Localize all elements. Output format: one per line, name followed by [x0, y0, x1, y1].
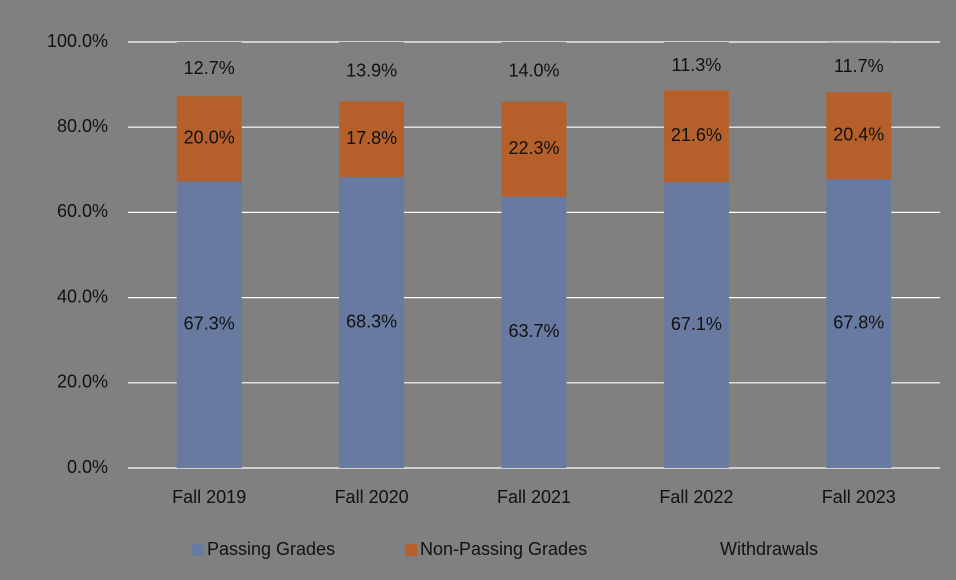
bar-segment — [826, 179, 892, 468]
data-label: 11.7% — [834, 56, 884, 76]
bar-segment — [663, 90, 729, 183]
data-label: 11.3% — [672, 55, 722, 75]
bar-segment — [176, 181, 242, 468]
legend-swatch — [405, 544, 417, 556]
bar-segment — [826, 42, 892, 93]
bar-segment — [663, 182, 729, 469]
legend-swatch — [192, 544, 204, 556]
bar-segment — [501, 42, 567, 102]
data-label: 20.0% — [184, 127, 235, 147]
legend-label: Passing Grades — [207, 539, 335, 559]
data-label: 17.8% — [346, 128, 397, 148]
bar-segment — [663, 42, 729, 91]
bar-segment — [501, 196, 567, 468]
y-tick-label: 80.0% — [57, 116, 108, 136]
data-label: 21.6% — [671, 125, 722, 145]
bar-segment — [339, 177, 405, 469]
data-label: 63.7% — [508, 321, 559, 341]
data-label: 14.0% — [508, 61, 559, 81]
data-label: 12.7% — [184, 58, 235, 78]
y-tick-label: 100.0% — [47, 31, 108, 51]
bar-segment — [339, 101, 405, 178]
legend-label: Withdrawals — [720, 539, 818, 559]
data-label: 68.3% — [346, 311, 397, 331]
x-tick-label: Fall 2022 — [659, 487, 733, 507]
data-label: 67.3% — [184, 313, 235, 333]
legend-label: Non-Passing Grades — [420, 539, 587, 559]
bar-segment — [501, 101, 567, 197]
x-tick-label: Fall 2019 — [172, 487, 246, 507]
y-tick-label: 40.0% — [57, 286, 108, 306]
data-label: 22.3% — [508, 138, 559, 158]
data-label: 67.8% — [833, 312, 884, 332]
bar-segment — [176, 96, 242, 182]
x-tick-label: Fall 2023 — [822, 487, 896, 507]
y-tick-label: 0.0% — [67, 457, 108, 477]
bar-segment — [339, 42, 405, 102]
bar-segment — [826, 92, 892, 180]
legend-swatch — [705, 544, 717, 556]
data-label: 13.9% — [346, 60, 397, 80]
x-tick-label: Fall 2020 — [335, 487, 409, 507]
data-label: 67.1% — [671, 314, 722, 334]
bar-segment — [176, 42, 242, 97]
y-tick-label: 60.0% — [57, 201, 108, 221]
x-tick-label: Fall 2021 — [497, 487, 571, 507]
data-label: 20.4% — [833, 124, 884, 144]
y-tick-label: 20.0% — [57, 372, 108, 392]
